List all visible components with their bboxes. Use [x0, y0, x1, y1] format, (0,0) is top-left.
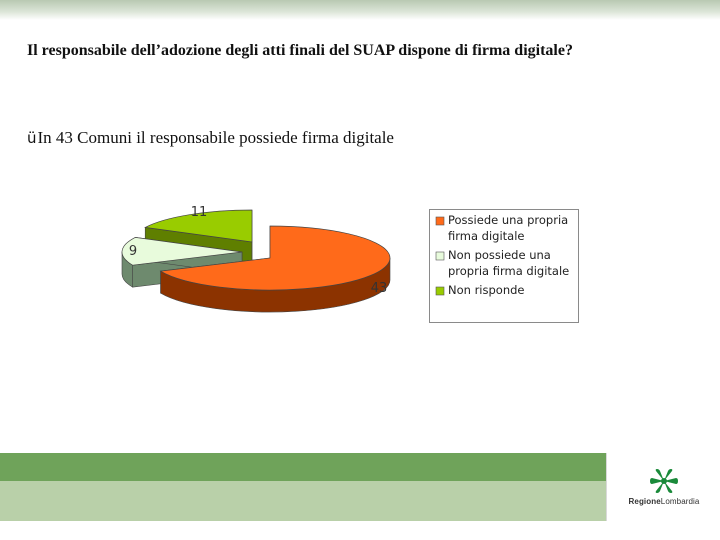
data-label-non-possiede-una-propria-firma-digitale: 9 — [129, 244, 137, 259]
legend-label-non-possiede-una-propria-firma-digitale-0: Non possiede una — [448, 248, 551, 262]
data-label-possiede-una-propria-firma-digitale: 43 — [371, 281, 388, 296]
footer-band-light — [0, 481, 720, 521]
pie-slice-top-possiede-una-propria-firma-digitale — [159, 225, 391, 291]
legend-swatch-non-risponde — [435, 286, 445, 296]
footer-band-white — [0, 521, 720, 540]
pie-layer — [121, 209, 391, 313]
legend-label-possiede-una-propria-firma-digitale-1: firma digitale — [448, 229, 525, 243]
pie-chart: 43 9 11 Possiede una propria firma digitale… — [121, 205, 579, 323]
bullet-point: üIn 43 Comuni il responsabile possiede f… — [27, 128, 707, 148]
regione-lombardia-logo: RegioneLombardia — [606, 453, 720, 521]
regione-lombardia-rose-icon — [643, 467, 685, 495]
data-labels: 43 9 11 — [129, 205, 387, 296]
footer-band-dark — [0, 453, 720, 481]
legend-swatch-possiede-una-propria-firma-digitale — [435, 216, 445, 226]
check-bullet-icon: ü — [27, 129, 37, 147]
legend-label-non-risponde-0: Non risponde — [448, 283, 525, 297]
slide-question: Il responsabile dell’adozione degli atti… — [27, 42, 573, 59]
pie-slice-possiede-una-propria-firma-digitale — [159, 225, 391, 313]
bullet-text: In 43 Comuni il responsabile possiede fi… — [37, 128, 394, 147]
pie-slice-top-non-possiede-una-propria-firma-digitale — [121, 237, 243, 266]
legend-swatch-non-possiede-una-propria-firma-digitale — [435, 251, 445, 261]
top-decor-band — [0, 0, 720, 20]
legend-label-non-possiede-una-propria-firma-digitale-1: propria firma digitale — [448, 264, 569, 278]
legend-label-possiede-una-propria-firma-digitale-0: Possiede una propria — [448, 213, 568, 227]
legend-box — [429, 209, 579, 323]
chart-legend: Possiede una propria firma digitale Non po… — [429, 209, 579, 323]
pie-slice-top-non-risponde — [144, 209, 253, 243]
data-label-non-risponde: 11 — [191, 205, 208, 220]
logo-wordmark: RegioneLombardia — [628, 497, 700, 506]
